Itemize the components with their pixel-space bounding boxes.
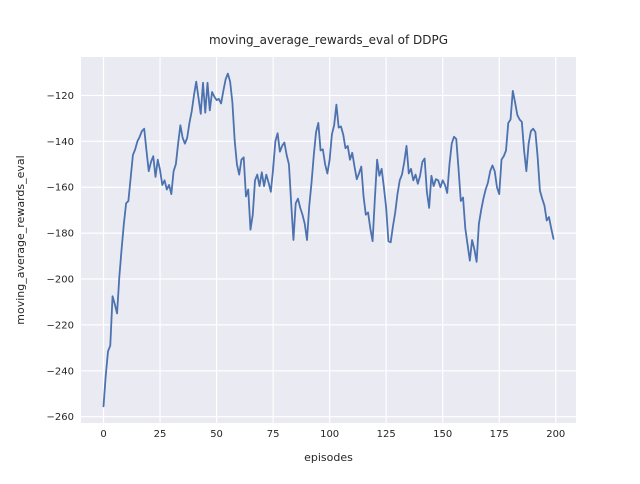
- x-tick-label: 175: [490, 429, 509, 440]
- x-tick-label: 0: [100, 429, 106, 440]
- x-tick-label: 200: [546, 429, 565, 440]
- y-axis-label: moving_average_rewards_eval: [14, 155, 27, 324]
- y-tick-label: −260: [47, 412, 74, 423]
- x-tick-label: 25: [154, 429, 167, 440]
- y-tick-label: −120: [47, 91, 74, 102]
- x-axis-label: episodes: [304, 451, 353, 464]
- x-tick-label: 100: [320, 429, 339, 440]
- x-tick-label: 150: [433, 429, 452, 440]
- x-tick-label: 75: [267, 429, 280, 440]
- y-tick-label: −220: [47, 320, 74, 331]
- x-tick-label: 125: [377, 429, 396, 440]
- y-tick-label: −200: [47, 275, 74, 286]
- y-tick-label: −160: [47, 183, 74, 194]
- x-tick-label: 50: [210, 429, 223, 440]
- y-tick-label: −140: [47, 137, 74, 148]
- chart-title: moving_average_rewards_eval of DDPG: [209, 33, 448, 47]
- y-tick-label: −180: [47, 229, 74, 240]
- x-tick-labels: 0 25 50 75 100 125 150 175 200: [100, 429, 565, 440]
- reward-line: [102, 72, 555, 408]
- gridlines: [81, 57, 576, 423]
- y-tick-label: −240: [47, 366, 74, 377]
- plot-area: [81, 57, 576, 423]
- y-tick-labels: −120 −140 −160 −180 −200 −220 −240 −260: [47, 91, 74, 423]
